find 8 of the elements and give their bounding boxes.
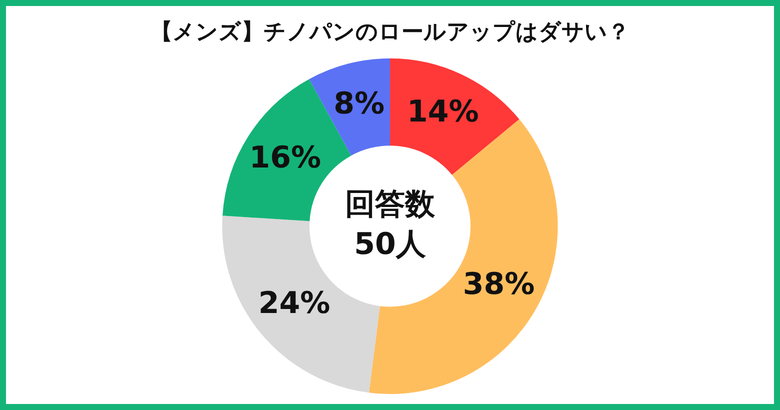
- data-label: 8%: [334, 86, 385, 122]
- data-label: 38%: [462, 266, 535, 302]
- data-label: 24%: [258, 286, 330, 322]
- data-label: 16%: [249, 140, 322, 176]
- chart-title: 【メンズ】チノパンのロールアップはダサい？: [150, 20, 630, 45]
- text: 50人: [354, 226, 426, 262]
- text: 回答数: [345, 186, 435, 222]
- data-label: 14%: [406, 94, 479, 130]
